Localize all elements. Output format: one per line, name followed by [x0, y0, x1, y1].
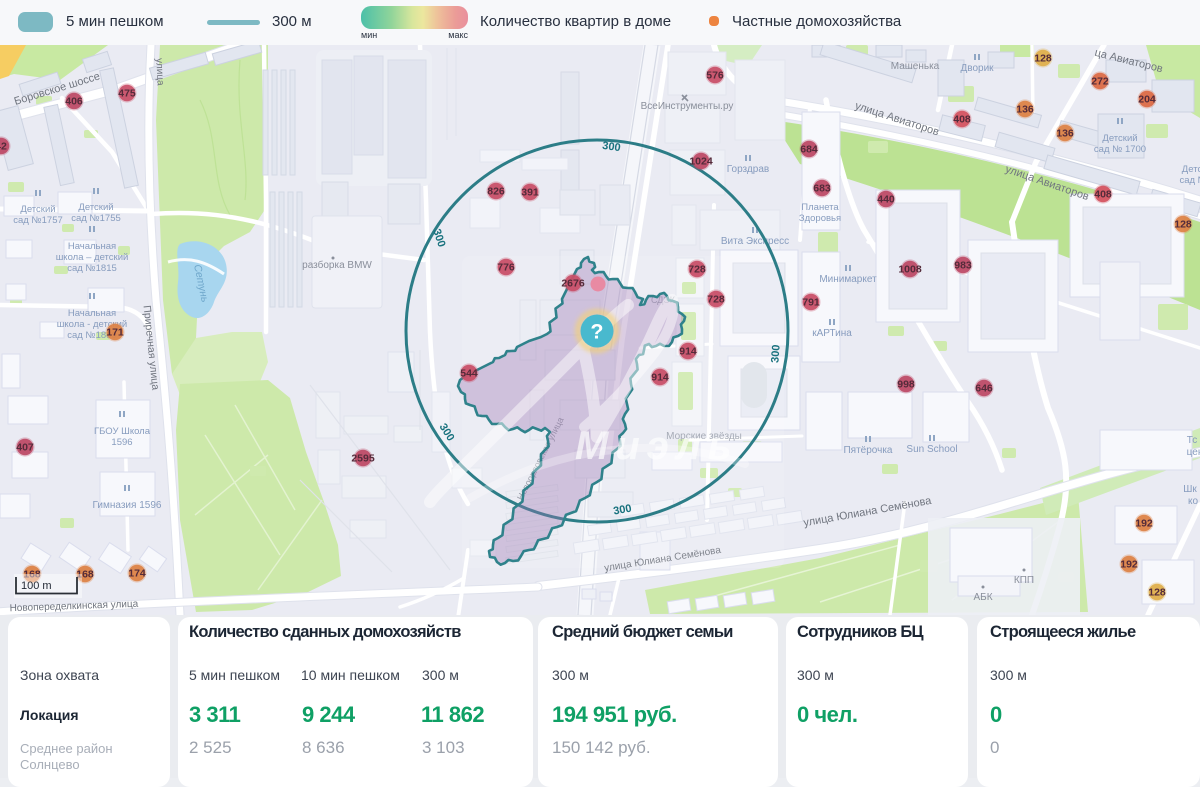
svg-text:Морские звёзды: Морские звёзды	[666, 431, 742, 442]
svg-text:СДЭК: СДЭК	[651, 295, 676, 305]
svg-text:Новопеределкинская улица: Новопеределкинская улица	[9, 599, 138, 614]
svg-text:914: 914	[651, 372, 669, 384]
svg-text:школа - детский: школа - детский	[57, 319, 128, 330]
svg-text:Горздрав: Горздрав	[727, 164, 769, 175]
svg-text:школа – детский: школа – детский	[56, 252, 129, 263]
svg-text:разборка BMW: разборка BMW	[302, 259, 372, 271]
svg-text:168: 168	[23, 569, 41, 581]
svg-text:Гимназия 1596: Гимназия 1596	[93, 500, 162, 511]
svg-text:171: 171	[106, 327, 124, 339]
svg-text:646: 646	[975, 383, 993, 395]
svg-text:Вита Экспресс: Вита Экспресс	[721, 236, 789, 247]
svg-text:Дворик: Дворик	[960, 63, 994, 74]
svg-text:1024: 1024	[689, 156, 713, 168]
svg-text:408: 408	[1094, 189, 1112, 201]
svg-text:сад № 1700: сад № 1700	[1094, 144, 1146, 155]
svg-text:776: 776	[497, 262, 515, 274]
svg-text:2595: 2595	[351, 453, 375, 465]
svg-text:684: 684	[800, 144, 818, 156]
svg-text:407: 407	[16, 442, 34, 454]
svg-text:576: 576	[706, 70, 724, 82]
svg-text:сад №1815: сад №1815	[67, 263, 117, 274]
svg-text:204: 204	[1138, 94, 1156, 106]
svg-text:Детский: Детский	[78, 202, 113, 213]
svg-text:Машенька: Машенька	[891, 61, 940, 72]
svg-text:408: 408	[953, 114, 971, 126]
svg-text:100 m: 100 m	[21, 580, 52, 592]
svg-text:Минимаркет: Минимаркет	[819, 274, 877, 285]
svg-text:440: 440	[877, 194, 895, 206]
svg-text:Детский: Детский	[20, 204, 55, 215]
svg-text:136: 136	[1056, 128, 1074, 140]
svg-text:ко: ко	[1188, 496, 1198, 507]
svg-text:2676: 2676	[561, 278, 585, 290]
svg-text:192: 192	[1120, 559, 1138, 571]
svg-text:АБК: АБК	[973, 592, 992, 603]
svg-text:цен: цен	[1187, 447, 1200, 458]
svg-text:914: 914	[679, 346, 697, 358]
svg-text:1596: 1596	[111, 437, 132, 448]
svg-text:128: 128	[1148, 587, 1166, 599]
svg-text:300: 300	[612, 503, 632, 518]
svg-text:406: 406	[65, 96, 83, 108]
svg-text:544: 544	[460, 368, 478, 380]
svg-text:Шк: Шк	[1183, 484, 1197, 495]
svg-text:174: 174	[128, 568, 146, 580]
svg-text:300: 300	[601, 140, 621, 154]
svg-text:42: 42	[0, 141, 7, 153]
svg-text:728: 728	[707, 294, 725, 306]
svg-text:Sun School: Sun School	[906, 444, 957, 455]
svg-text:391: 391	[521, 187, 539, 199]
svg-text:Детский: Детский	[1102, 133, 1137, 144]
svg-text:Тс: Тс	[1187, 435, 1198, 446]
svg-text:300: 300	[430, 227, 447, 248]
svg-text:300: 300	[769, 344, 782, 363]
svg-text:826: 826	[487, 186, 505, 198]
svg-text:?: ?	[590, 320, 603, 344]
svg-text:Детс: Детс	[1182, 164, 1200, 175]
svg-text:сад №1889: сад №1889	[67, 330, 117, 341]
svg-text:128: 128	[1174, 219, 1192, 231]
svg-text:983: 983	[954, 260, 972, 272]
svg-text:Здоровья: Здоровья	[799, 213, 841, 224]
svg-text:Планета: Планета	[801, 202, 839, 213]
svg-text:683: 683	[813, 183, 831, 195]
svg-text:136: 136	[1016, 104, 1034, 116]
svg-text:Начальная: Начальная	[68, 241, 116, 252]
svg-text:ВсеИнструменты.ру: ВсеИнструменты.ру	[641, 101, 734, 112]
svg-text:ГБОУ Школа: ГБОУ Школа	[94, 426, 151, 437]
svg-text:Начальная: Начальная	[68, 308, 116, 319]
svg-text:1008: 1008	[898, 264, 922, 276]
svg-text:сад №1757: сад №1757	[13, 215, 63, 226]
svg-text:КПП: КПП	[1014, 575, 1034, 586]
svg-text:168: 168	[76, 569, 94, 581]
svg-text:128: 128	[1034, 53, 1052, 65]
svg-text:улица: улица	[153, 58, 165, 86]
svg-text:Миэль: Миэль	[575, 424, 738, 468]
svg-text:сад N: сад N	[1179, 175, 1200, 186]
svg-text:Пятёрочка: Пятёрочка	[843, 445, 892, 456]
svg-text:475: 475	[118, 88, 136, 100]
svg-text:192: 192	[1135, 518, 1153, 530]
svg-text:272: 272	[1091, 76, 1109, 88]
svg-text:сад №1755: сад №1755	[71, 213, 121, 224]
svg-text:791: 791	[802, 297, 820, 309]
svg-text:кАРТина: кАРТина	[812, 328, 852, 339]
svg-text:998: 998	[897, 379, 915, 391]
svg-text:728: 728	[688, 264, 706, 276]
